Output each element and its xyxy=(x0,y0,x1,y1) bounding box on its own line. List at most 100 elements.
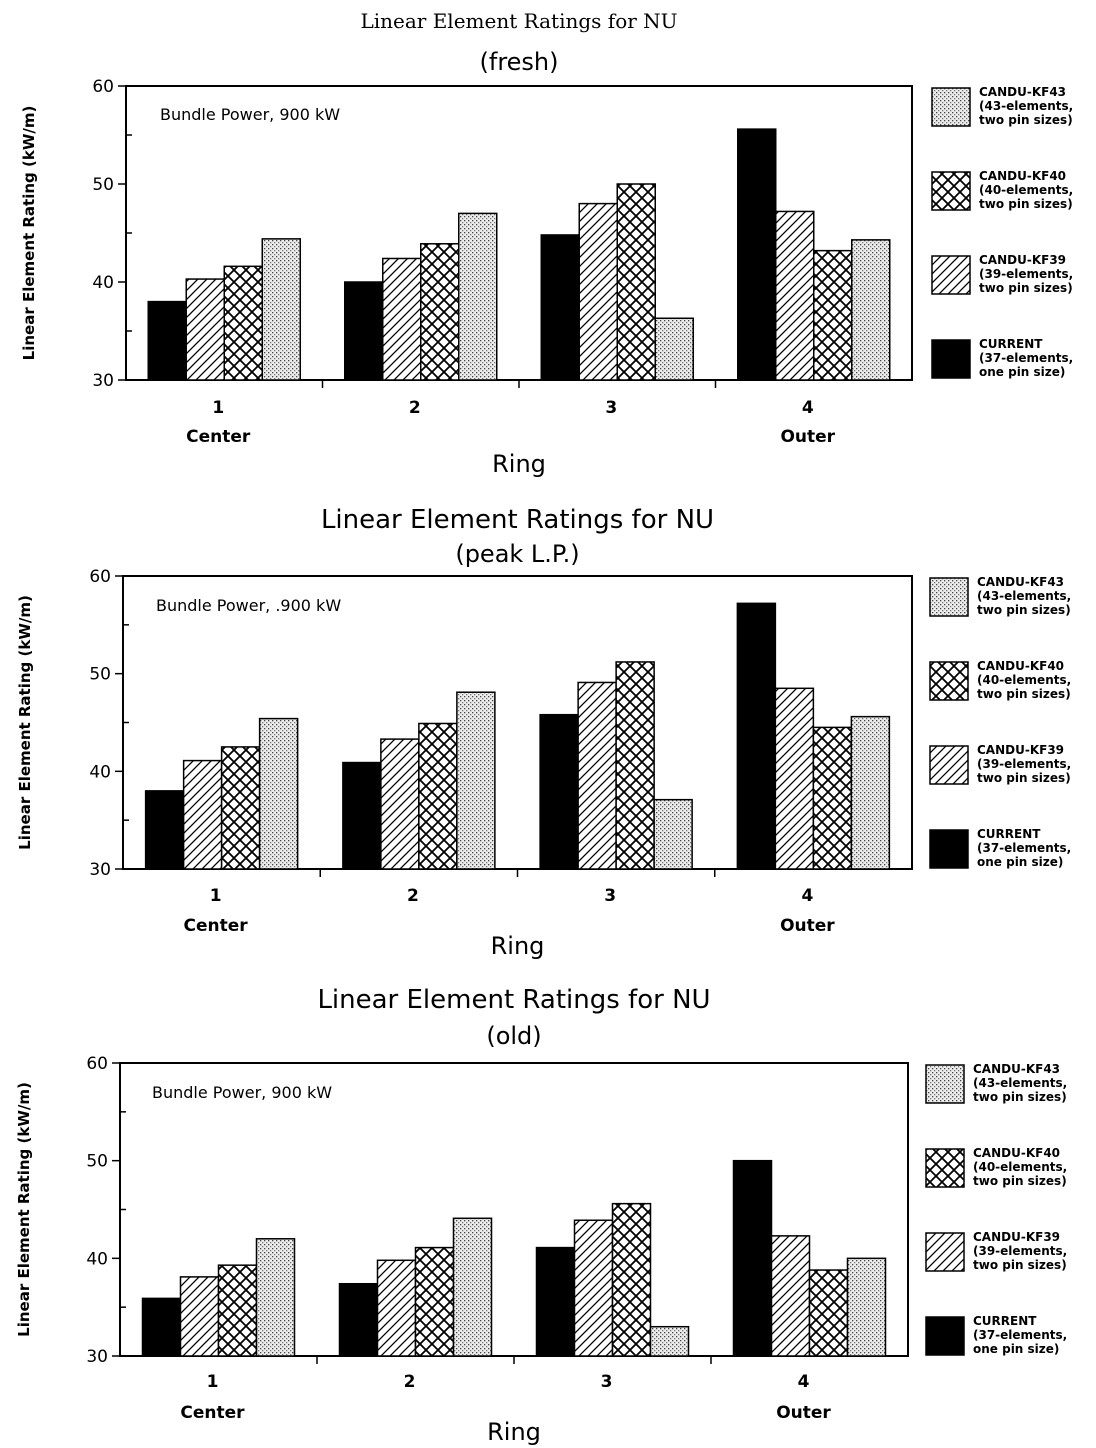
legend-swatch-candu-kf40 xyxy=(931,171,971,211)
bar-current-ring-4 xyxy=(737,128,777,381)
y-tick-label: 30 xyxy=(86,1347,108,1367)
x-category-label: 3 xyxy=(605,398,617,418)
bar-candu-kf39-ring-3 xyxy=(577,681,617,870)
bar-candu-kf39-ring-3 xyxy=(578,202,618,381)
bar-current-ring-1 xyxy=(141,1297,182,1357)
bar-candu-kf39-ring-2 xyxy=(380,738,420,870)
legend: CANDU-KF43(43-elements, two pin sizes) CAN… xyxy=(929,575,1071,869)
bar-candu-kf40-ring-4 xyxy=(812,726,853,870)
bar-candu-kf43-ring-1 xyxy=(258,717,299,870)
legend-swatch-current xyxy=(925,1316,965,1356)
legend-note: (37-elements, one pin size) xyxy=(973,1328,1067,1356)
x-axis-label: Ring xyxy=(492,450,546,478)
bar-candu-kf43-ring-4 xyxy=(851,239,891,381)
bar-candu-kf43-ring-4 xyxy=(850,715,891,870)
bundle-power-annotation: Bundle Power, 900 kW xyxy=(152,1083,332,1102)
legend-note: (43-elements, two pin sizes) xyxy=(979,99,1073,127)
legend-swatch-candu-kf43 xyxy=(929,577,969,617)
y-tick-label: 60 xyxy=(86,1054,108,1074)
bar-candu-kf40-ring-4 xyxy=(813,249,853,381)
legend-note: (37-elements, one pin size) xyxy=(977,841,1071,869)
x-axis-label: Ring xyxy=(487,1418,541,1446)
legend-swatch-current xyxy=(931,339,971,379)
y-tick-label: 40 xyxy=(92,273,114,293)
legend-label: CANDU-KF43 xyxy=(979,85,1066,99)
bar-candu-kf40-ring-2 xyxy=(418,722,458,870)
bar-candu-kf39-ring-3 xyxy=(573,1219,614,1357)
legend-swatch-candu-kf40 xyxy=(929,661,969,701)
bar-current-ring-2 xyxy=(344,281,384,381)
bar-current-ring-4 xyxy=(736,602,777,870)
bar-candu-kf43-ring-2 xyxy=(458,212,498,381)
bar-candu-kf40-ring-2 xyxy=(420,243,460,381)
x-category-sublabel: Outer xyxy=(776,1403,831,1423)
legend-note: (39-elements, two pin sizes) xyxy=(973,1244,1067,1272)
y-tick-label: 40 xyxy=(86,1249,108,1269)
x-category-sublabel: Center xyxy=(186,427,251,447)
bar-candu-kf43-ring-3 xyxy=(654,317,694,381)
y-tick-label: 50 xyxy=(89,665,111,685)
chart-3: Linear Element Ratings for NU (old) Bundle… xyxy=(15,985,1067,1446)
legend-note: (40-elements, two pin sizes) xyxy=(979,183,1073,211)
bar-candu-kf40-ring-2 xyxy=(414,1246,455,1357)
x-category-label: 1 xyxy=(210,886,222,906)
legend-note: (43-elements, two pin sizes) xyxy=(973,1076,1067,1104)
bar-candu-kf39-ring-2 xyxy=(382,257,422,381)
bar-candu-kf40-ring-1 xyxy=(217,1264,258,1357)
legend-label: CURRENT xyxy=(977,827,1041,841)
bar-candu-kf40-ring-3 xyxy=(611,1202,652,1357)
y-axis-label: Linear Element Rating (kW/m) xyxy=(20,106,38,361)
x-category-label: 3 xyxy=(601,1372,613,1392)
legend-swatch-candu-kf43 xyxy=(925,1064,965,1104)
bar-candu-kf39-ring-1 xyxy=(182,759,223,870)
legend-note: (40-elements, two pin sizes) xyxy=(977,673,1071,701)
y-axis-label: Linear Element Rating (kW/m) xyxy=(15,1082,33,1337)
legend-label: CANDU-KF40 xyxy=(979,169,1066,183)
bar-candu-kf39-ring-2 xyxy=(376,1259,417,1357)
bar-current-ring-2 xyxy=(338,1282,379,1357)
x-category-label: 2 xyxy=(409,398,421,418)
bar-candu-kf40-ring-4 xyxy=(808,1269,849,1357)
bar-candu-kf39-ring-1 xyxy=(185,278,225,381)
y-tick-label: 40 xyxy=(89,762,111,782)
legend-swatch-candu-kf39 xyxy=(931,255,971,295)
bar-current-ring-1 xyxy=(147,300,187,381)
legend-label: CURRENT xyxy=(973,1314,1037,1328)
x-category-sublabel: Center xyxy=(180,1403,245,1423)
legend-note: (39-elements, two pin sizes) xyxy=(979,267,1073,295)
bar-candu-kf40-ring-3 xyxy=(616,183,656,381)
legend-label: CANDU-KF40 xyxy=(973,1146,1060,1160)
legend-note: (40-elements, two pin sizes) xyxy=(973,1160,1067,1188)
chart-2: Linear Element Ratings for NU (peak L.P.)… xyxy=(16,505,1071,960)
y-tick-label: 60 xyxy=(92,77,114,97)
legend-swatch-candu-kf39 xyxy=(925,1232,965,1272)
legend-note: (39-elements, two pin sizes) xyxy=(977,757,1071,785)
legend-label: CANDU-KF43 xyxy=(973,1062,1060,1076)
x-category-label: 2 xyxy=(404,1372,416,1392)
bundle-power-annotation: Bundle Power, .900 kW xyxy=(156,596,341,615)
bar-candu-kf43-ring-1 xyxy=(255,1238,296,1357)
bar-candu-kf43-ring-2 xyxy=(456,691,496,870)
chart-title: Linear Element Ratings for NU xyxy=(321,505,714,535)
bar-candu-kf40-ring-1 xyxy=(223,265,263,381)
x-category-label: 3 xyxy=(604,886,616,906)
legend-label: CANDU-KF40 xyxy=(977,659,1064,673)
bar-candu-kf43-ring-4 xyxy=(846,1257,887,1357)
bar-candu-kf43-ring-1 xyxy=(261,238,301,381)
y-tick-label: 50 xyxy=(92,175,114,195)
x-category-label: 1 xyxy=(212,398,224,418)
bar-candu-kf43-ring-2 xyxy=(452,1217,493,1357)
bar-candu-kf39-ring-1 xyxy=(179,1276,220,1357)
bar-current-ring-4 xyxy=(732,1159,773,1357)
x-axis-label: Ring xyxy=(491,932,545,960)
bar-candu-kf39-ring-4 xyxy=(775,210,815,381)
bundle-power-annotation: Bundle Power, 900 kW xyxy=(160,105,340,124)
chart-1: Linear Element Ratings for NU (fresh) Bund… xyxy=(20,9,1073,478)
bar-current-ring-1 xyxy=(144,790,185,870)
x-category-label: 4 xyxy=(801,886,813,906)
legend: CANDU-KF43(43-elements, two pin sizes) CAN… xyxy=(931,85,1073,379)
legend-swatch-candu-kf40 xyxy=(925,1148,965,1188)
legend: CANDU-KF43(43-elements, two pin sizes) CAN… xyxy=(925,1062,1067,1356)
legend-swatch-candu-kf39 xyxy=(929,745,969,785)
legend-label: CANDU-KF43 xyxy=(977,575,1064,589)
